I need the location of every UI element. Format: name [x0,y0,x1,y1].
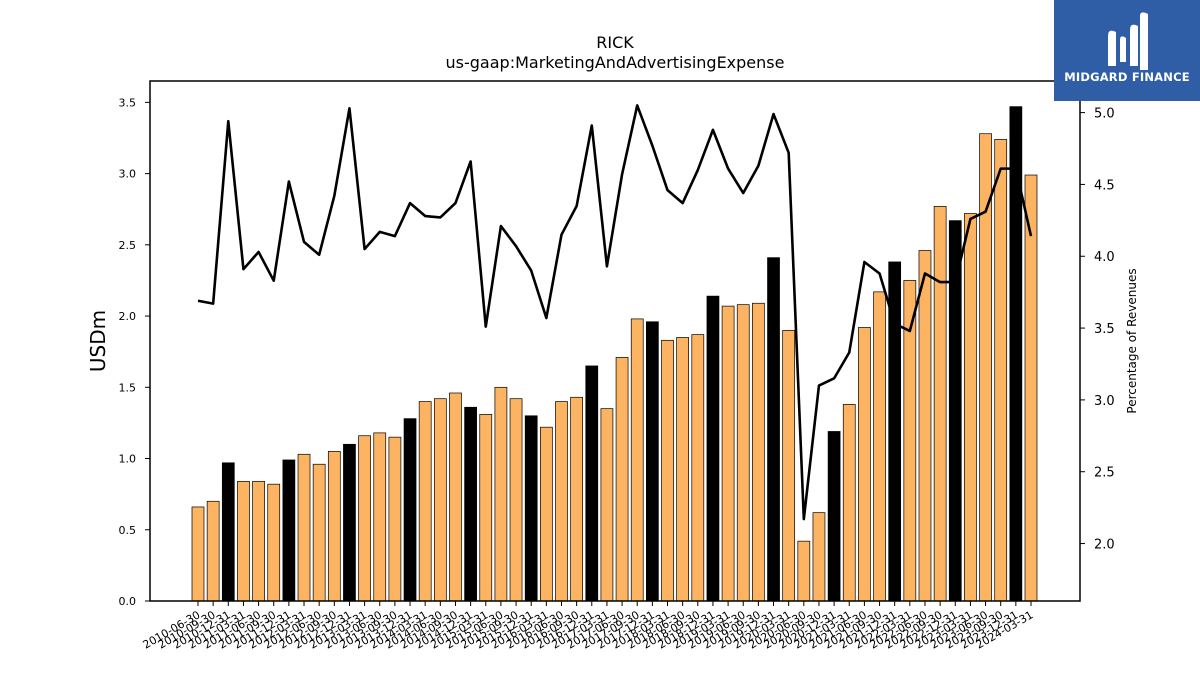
y-tick-label: 3.0 [119,168,137,181]
y2-tick-label: 3.0 [1094,394,1115,409]
y-tick-label: 0.5 [119,524,137,537]
bar [858,327,871,602]
y2-tick-label: 4.0 [1094,250,1115,265]
bar [630,318,644,602]
bar [1009,106,1023,602]
bar [297,453,311,602]
bar [812,512,826,602]
bar [767,257,780,602]
bar [994,139,1008,602]
bar [585,365,599,602]
bar [449,392,462,602]
x-axis: 2010-06-302010-09-302010-12-312011-03-31… [141,601,1036,652]
brand-logo: MIDGARD FINANCE [1054,0,1200,101]
line-series [197,104,1033,521]
y-axis-label: USDm [86,310,110,372]
bar [403,418,417,602]
bar [1024,174,1038,602]
y-axis-right: 2.0 2.5 3.0 3.5 4.0 4.5 5.0 [1080,107,1115,553]
bar [721,305,735,602]
bar [312,463,326,602]
logo-text: MIDGARD FINANCE [1064,70,1190,84]
bar [752,302,765,602]
bar [918,250,932,602]
y2-axis-label: Percentage of Revenues [1125,268,1139,413]
bar [221,462,235,602]
plot-frame [149,80,1081,602]
bar [827,431,841,602]
y-tick-label: 2.5 [119,239,137,252]
bar [252,480,265,602]
bar [358,435,371,602]
bar [691,334,705,602]
y2-tick-label: 4.5 [1094,178,1115,193]
bar [964,213,977,602]
bar [373,432,387,602]
bar [842,404,856,602]
bar [570,396,583,602]
bar [433,398,447,602]
bar [706,295,720,602]
bar [237,480,250,602]
y-tick-label: 1.0 [119,453,137,466]
bar [933,206,947,602]
bar [418,401,432,602]
y2-tick-label: 2.0 [1094,538,1115,553]
bar [388,436,402,602]
bar [343,443,356,602]
bar [555,401,568,602]
y2-tick-label: 2.5 [1094,466,1115,481]
y2-tick-label: 3.5 [1094,322,1115,337]
bar [282,459,296,602]
bar [267,483,281,602]
y-tick-label: 2.0 [119,310,137,323]
bar [782,329,796,602]
chart-title: RICK [596,33,634,52]
bar [327,451,341,602]
bar [979,133,992,602]
bar [494,386,508,602]
midgard-logo-icon [1108,12,1148,70]
bar [797,540,811,602]
bar [479,414,493,602]
bar [464,406,477,602]
bar [646,321,659,602]
bar [524,415,538,602]
y-tick-label: 3.5 [119,96,137,109]
bar [661,339,674,602]
chart-subtitle: us-gaap:MarketingAndAdvertisingExpense [446,53,785,72]
y-tick-label: 1.5 [119,381,137,394]
percentage-line [197,104,1033,521]
bar [600,408,614,602]
bar [509,398,523,602]
bar [676,337,690,602]
bar [736,304,750,602]
bar-series [191,106,1038,602]
y2-tick-label: 5.0 [1094,107,1115,122]
bar [615,357,629,602]
bar [873,291,886,602]
y-axis-left: 0.0 0.5 1.0 1.5 2.0 2.5 3.0 3.5 [119,96,150,608]
bar [191,506,205,602]
bar [206,500,220,602]
y-tick-label: 0.0 [119,595,137,608]
bar [539,426,553,602]
